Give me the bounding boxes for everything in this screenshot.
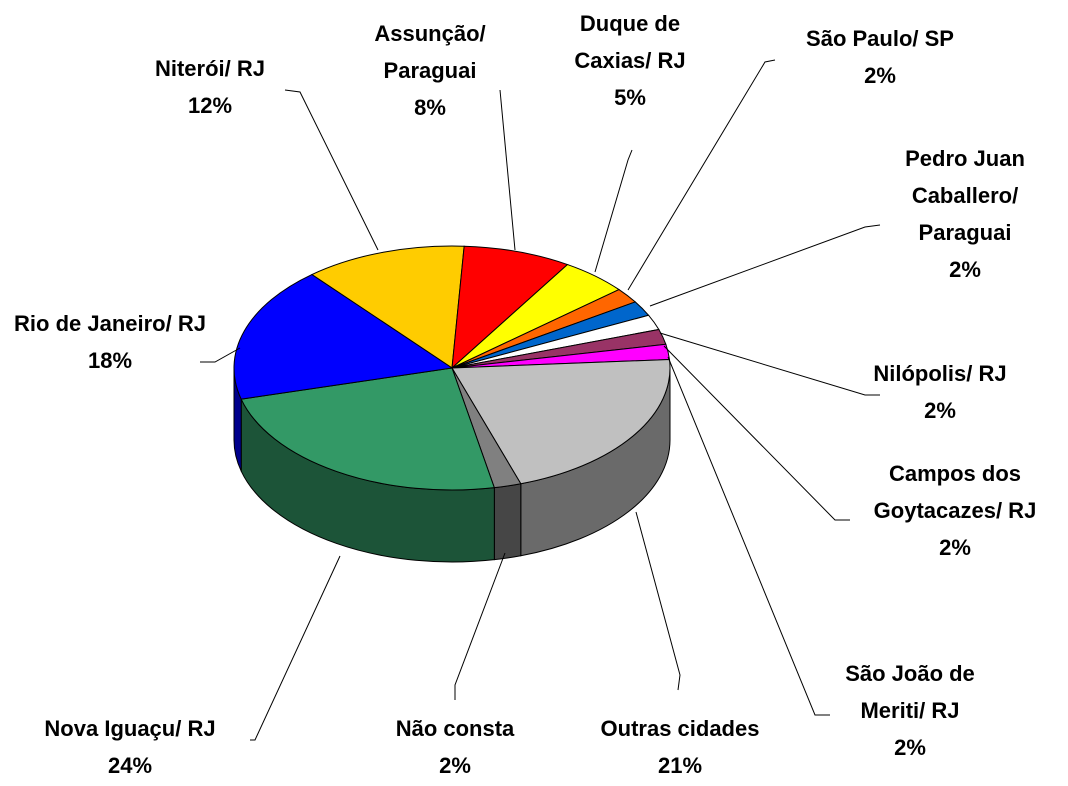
data-label: Não consta 2% bbox=[355, 710, 555, 784]
data-label: Assunção/ Paraguai 8% bbox=[360, 15, 500, 126]
leader-line bbox=[200, 347, 241, 363]
label-value: 2% bbox=[939, 535, 971, 560]
leader-line bbox=[627, 59, 776, 291]
label-name: São Paulo/ SP bbox=[806, 26, 954, 51]
label-name: Não consta bbox=[395, 716, 515, 741]
data-label: São João de Meriti/ RJ 2% bbox=[825, 655, 995, 766]
data-label: Niterói/ RJ 12% bbox=[110, 50, 310, 124]
data-label: Duque de Caxias/ RJ 5% bbox=[555, 5, 705, 116]
slice-side bbox=[493, 483, 522, 561]
data-label: Campos dos Goytacazes/ RJ 2% bbox=[860, 455, 1050, 566]
slice bbox=[233, 273, 454, 400]
leader-line bbox=[594, 149, 633, 273]
leader-line bbox=[635, 511, 681, 691]
slice bbox=[240, 367, 496, 491]
label-value: 24% bbox=[107, 753, 153, 778]
label-value: 2% bbox=[894, 735, 926, 760]
data-label: São Paulo/ SP 2% bbox=[770, 20, 990, 94]
label-value: 8% bbox=[414, 95, 446, 120]
label-name: Niterói/ RJ bbox=[154, 56, 266, 81]
label-name: Assunção/ Paraguai bbox=[374, 21, 486, 83]
label-value: 21% bbox=[657, 753, 703, 778]
leader-line bbox=[659, 332, 880, 396]
label-value: 2% bbox=[949, 257, 981, 282]
label-value: 2% bbox=[439, 753, 471, 778]
slice bbox=[451, 358, 671, 485]
leader-line bbox=[499, 89, 516, 251]
leader-line bbox=[663, 345, 850, 521]
slice bbox=[310, 245, 465, 369]
label-name: Pedro Juan Caballero/ Paraguai bbox=[905, 146, 1025, 245]
data-label: Rio de Janeiro/ RJ 18% bbox=[10, 305, 210, 379]
leader-line bbox=[649, 224, 881, 307]
label-name: Nova Iguaçu/ RJ bbox=[44, 716, 216, 741]
label-value: 18% bbox=[87, 348, 133, 373]
label-name: Nilópolis/ RJ bbox=[873, 361, 1007, 386]
label-value: 12% bbox=[187, 93, 233, 118]
label-value: 5% bbox=[614, 85, 646, 110]
label-value: 2% bbox=[864, 63, 896, 88]
leader-line bbox=[454, 552, 506, 700]
data-label: Nilópolis/ RJ 2% bbox=[840, 355, 1040, 429]
label-name: Duque de Caxias/ RJ bbox=[574, 11, 686, 73]
slice bbox=[451, 245, 569, 370]
data-label: Outras cidades 21% bbox=[555, 710, 805, 784]
label-name: São João de Meriti/ RJ bbox=[845, 661, 975, 723]
data-label: Nova Iguaçu/ RJ 24% bbox=[0, 710, 260, 784]
leader-line bbox=[667, 356, 830, 716]
leader-line bbox=[284, 89, 379, 251]
label-name: Rio de Janeiro/ RJ bbox=[14, 311, 206, 336]
label-value: 2% bbox=[924, 398, 956, 423]
data-label: Pedro Juan Caballero/ Paraguai 2% bbox=[885, 140, 1045, 288]
leader-line bbox=[250, 555, 341, 741]
label-name: Campos dos Goytacazes/ RJ bbox=[873, 461, 1037, 523]
label-name: Outras cidades bbox=[600, 716, 760, 741]
